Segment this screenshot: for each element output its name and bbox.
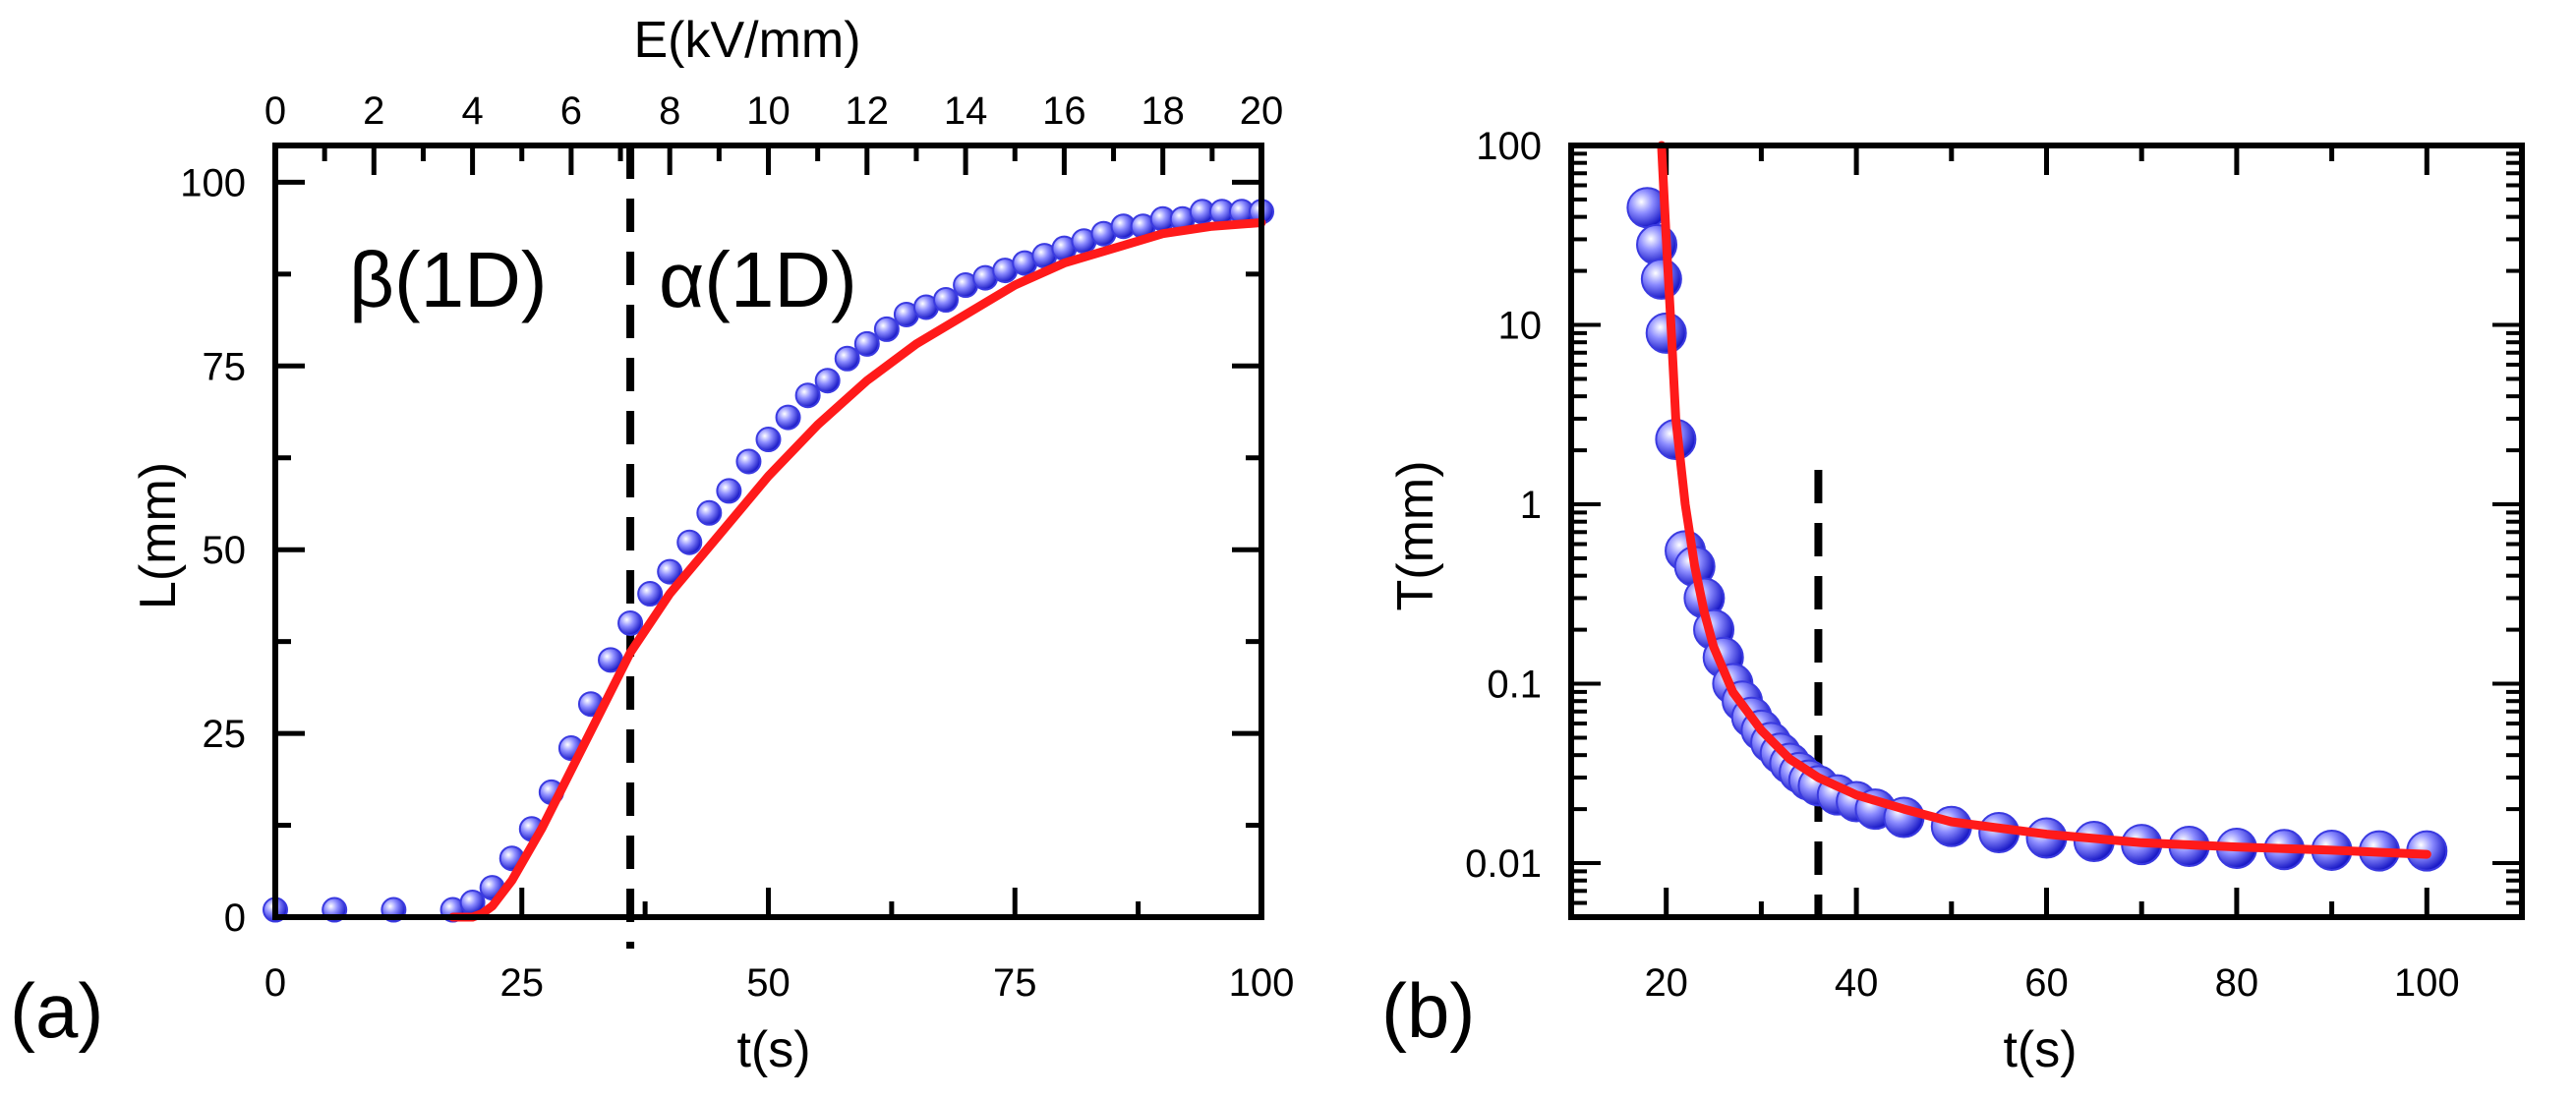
panel-b-series (1626, 141, 2448, 917)
panel-b-y-tick-label: 0.1 (1487, 664, 1542, 707)
panel-a-x-tick-label: 100 (1229, 961, 1295, 1005)
panel-a-data-point (735, 448, 762, 475)
panel-b-y-tick-label: 10 (1498, 305, 1543, 348)
panel-a-plot-frame (272, 143, 1264, 920)
panel-b-y-tick-label: 100 (1476, 125, 1542, 168)
panel-a-fit-line (448, 218, 1266, 922)
panel-a-top-tick-label: 6 (560, 89, 582, 133)
panel-b-y-tick-label: 1 (1520, 484, 1542, 527)
panel-a-top-tick-label: 16 (1042, 89, 1086, 133)
panel-a-x-tick-label: 50 (746, 961, 790, 1005)
panel-b-label: (b) (1381, 967, 1475, 1054)
panel-a-data-point (933, 287, 960, 313)
panel-a-y-tick-label: 100 (180, 161, 246, 204)
panel-a-data-point (814, 368, 841, 394)
panel-b-x-tick-label: 20 (1644, 961, 1688, 1005)
panel-a-data-point (637, 581, 664, 607)
panel-a-data-point (617, 609, 644, 636)
panel-a-y-tick-label: 75 (203, 345, 247, 388)
panel-a-tick-labels: 0 25 50 75 100 0 25 50 75 100 0 2 4 6 8 10 12 14 16 18 20 (180, 89, 1294, 1005)
panel-b-y-tick-label: 0.01 (1465, 842, 1542, 886)
panel-b-x-axis-label: t(s) (2003, 1021, 2077, 1078)
panel-a-series (263, 145, 1274, 949)
panel-a-data-point (873, 316, 900, 342)
panel-a-x-tick-label: 75 (993, 961, 1037, 1005)
panel-a-label: (a) (10, 967, 103, 1054)
panel-b: 20 40 60 80 100 0.01 0.1 1 10 100 (b) t(s) T(mm) (1381, 125, 2525, 1078)
panel-a-top-tick-label: 20 (1240, 89, 1284, 133)
panel-a-y-tick-label: 0 (224, 897, 246, 940)
panel-a-data-point (696, 499, 723, 526)
panel-a-data-point (716, 478, 742, 504)
panel-a-top-tick-label: 2 (363, 89, 384, 133)
panel-a-top-tick-label: 18 (1141, 89, 1185, 133)
panel-a-top-tick-label: 0 (264, 89, 286, 133)
panel-b-plot-frame (1568, 143, 2525, 920)
panel-a-data-point (657, 558, 683, 585)
panel-a-data-point (755, 427, 782, 453)
panel-a-x-axis-label: t(s) (736, 1021, 810, 1078)
panel-b-tick-labels: 20 40 60 80 100 0.01 0.1 1 10 100 (1465, 125, 2460, 1005)
panel-a-y-tick-label: 50 (203, 529, 247, 572)
panel-a-top-axis-label: E(kV/mm) (633, 12, 860, 69)
panel-a-data-point (834, 345, 860, 372)
panel-b-x-tick-label: 60 (2024, 961, 2069, 1005)
panel-b-x-tick-label: 100 (2394, 961, 2460, 1005)
panel-b-x-tick-label: 80 (2215, 961, 2259, 1005)
panel-a-y-axis-label: L(mm) (130, 462, 187, 609)
panel-a-data-point (775, 404, 801, 431)
panel-b-y-axis-label: T(mm) (1387, 460, 1444, 610)
panel-a-y-tick-label: 25 (203, 713, 247, 756)
panel-b-tick-marks (1571, 144, 2522, 919)
panel-a: 0 25 50 75 100 0 25 50 75 100 0 2 4 6 8 10 12 14 16 18 20 (a… (10, 12, 1294, 1078)
panel-a-data-point (853, 330, 880, 357)
panel-b-data-point (1640, 258, 1682, 300)
panel-a-x-tick-label: 25 (500, 961, 545, 1005)
panel-a-top-tick-label: 8 (659, 89, 680, 133)
panel-b-x-tick-label: 40 (1835, 961, 1879, 1005)
panel-a-top-tick-label: 14 (944, 89, 988, 133)
panel-a-top-tick-label: 4 (461, 89, 483, 133)
panel-a-region-label-beta: β(1D) (349, 236, 548, 323)
panel-a-data-point (676, 529, 703, 555)
panel-a-region-label-alpha: α(1D) (659, 236, 857, 323)
panel-a-top-tick-label: 10 (746, 89, 790, 133)
panel-a-x-tick-label: 0 (264, 961, 286, 1005)
panel-a-data-point (794, 382, 821, 409)
panel-a-top-tick-label: 12 (846, 89, 890, 133)
panel-b-fit-line (1657, 141, 2431, 859)
